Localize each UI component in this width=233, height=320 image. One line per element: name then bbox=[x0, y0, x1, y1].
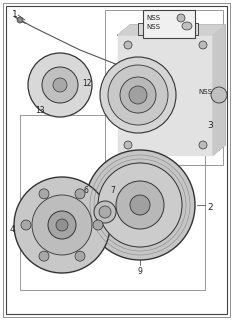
Ellipse shape bbox=[39, 189, 49, 199]
Text: 1: 1 bbox=[12, 10, 18, 19]
Ellipse shape bbox=[56, 219, 68, 231]
Text: 4: 4 bbox=[10, 226, 16, 235]
Text: 2: 2 bbox=[207, 204, 213, 212]
Ellipse shape bbox=[199, 141, 207, 149]
Polygon shape bbox=[118, 25, 225, 35]
Ellipse shape bbox=[53, 78, 67, 92]
Ellipse shape bbox=[124, 141, 132, 149]
Ellipse shape bbox=[130, 195, 150, 215]
Ellipse shape bbox=[14, 177, 110, 273]
Ellipse shape bbox=[124, 41, 132, 49]
Text: NSS: NSS bbox=[198, 89, 212, 95]
Ellipse shape bbox=[93, 220, 103, 230]
Ellipse shape bbox=[75, 189, 85, 199]
Text: 9: 9 bbox=[138, 268, 143, 276]
Ellipse shape bbox=[98, 163, 182, 247]
Text: 13: 13 bbox=[35, 106, 45, 115]
Ellipse shape bbox=[39, 251, 49, 261]
Bar bbox=[105, 10, 223, 165]
Ellipse shape bbox=[100, 57, 176, 133]
Text: NSS: NSS bbox=[146, 15, 160, 21]
Text: NSS: NSS bbox=[146, 24, 160, 30]
Ellipse shape bbox=[129, 86, 147, 104]
Ellipse shape bbox=[85, 150, 195, 260]
Ellipse shape bbox=[94, 201, 116, 223]
Polygon shape bbox=[213, 25, 225, 155]
Bar bbox=[138, 23, 198, 35]
Ellipse shape bbox=[21, 220, 31, 230]
Text: 12: 12 bbox=[82, 78, 92, 87]
Ellipse shape bbox=[108, 65, 168, 125]
Ellipse shape bbox=[48, 211, 76, 239]
Ellipse shape bbox=[42, 67, 78, 103]
Text: 7: 7 bbox=[110, 186, 115, 195]
Ellipse shape bbox=[17, 17, 23, 23]
Text: 6: 6 bbox=[83, 186, 88, 195]
Polygon shape bbox=[118, 35, 213, 155]
Ellipse shape bbox=[116, 181, 164, 229]
Ellipse shape bbox=[75, 251, 85, 261]
Ellipse shape bbox=[120, 77, 156, 113]
Ellipse shape bbox=[28, 53, 92, 117]
Text: 3: 3 bbox=[207, 121, 213, 130]
Bar bbox=[143, 10, 195, 38]
Ellipse shape bbox=[177, 14, 185, 22]
Ellipse shape bbox=[99, 206, 111, 218]
Ellipse shape bbox=[32, 195, 92, 255]
Ellipse shape bbox=[211, 87, 227, 103]
Ellipse shape bbox=[182, 22, 192, 30]
Ellipse shape bbox=[199, 41, 207, 49]
Bar bbox=[20, 115, 205, 290]
